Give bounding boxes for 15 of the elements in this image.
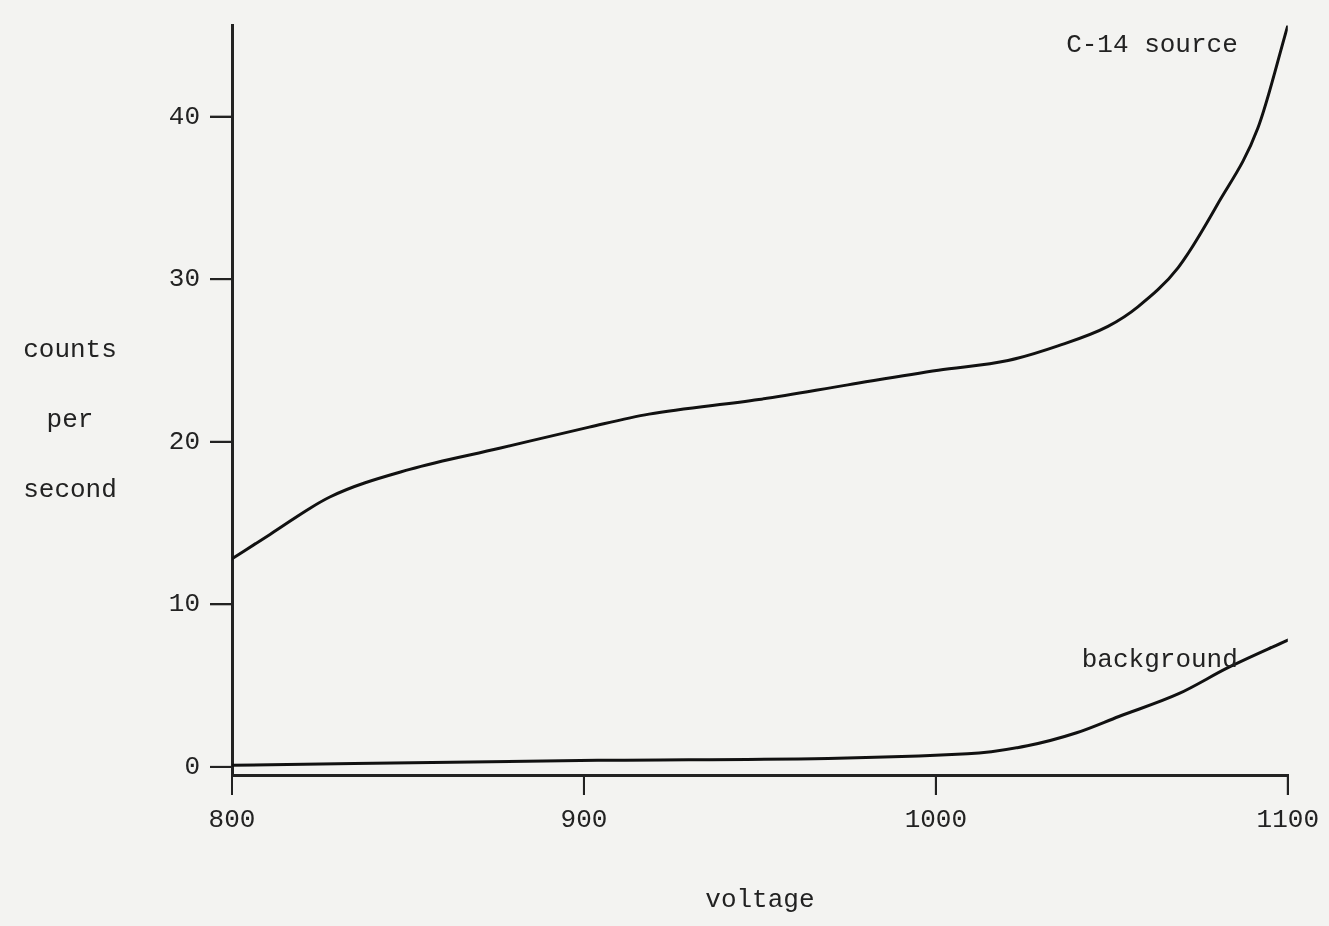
x-tick-label: 900 (560, 805, 608, 836)
y-tick-label: 20 (168, 426, 200, 457)
y-tick-label: 0 (184, 751, 200, 782)
x-tick-label: 1100 (1256, 805, 1320, 836)
x-tick-label: 800 (208, 805, 256, 836)
text: counts per second (23, 334, 117, 505)
line-series (232, 25, 1288, 561)
y-tick-label: 10 (168, 589, 200, 620)
series-label: C-14 source (1066, 30, 1238, 61)
x-axis-title: voltage (705, 884, 815, 915)
line-series (232, 638, 1288, 767)
x-tick-label: 1000 (904, 805, 968, 836)
y-tick-label: 30 (168, 264, 200, 295)
series-label: background (1081, 644, 1238, 675)
y-tick-label: 40 (168, 101, 200, 132)
